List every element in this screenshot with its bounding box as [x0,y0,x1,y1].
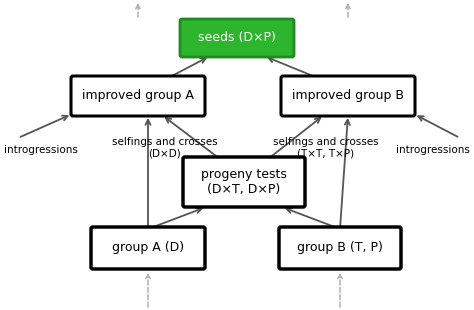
Text: introgressions: introgressions [396,145,470,155]
FancyBboxPatch shape [279,227,401,269]
Text: introgressions: introgressions [4,145,78,155]
Text: improved group A: improved group A [82,90,194,103]
FancyBboxPatch shape [183,157,305,207]
Text: seeds (D×P): seeds (D×P) [198,32,276,45]
Text: selfings and crosses
(T×T, T×P): selfings and crosses (T×T, T×P) [273,137,379,159]
Text: improved group B: improved group B [292,90,404,103]
FancyBboxPatch shape [281,76,415,116]
Text: group B (T, P): group B (T, P) [297,241,383,255]
Text: progeny tests
(D×T, D×P): progeny tests (D×T, D×P) [201,168,287,196]
Text: group A (D): group A (D) [112,241,184,255]
FancyBboxPatch shape [71,76,205,116]
FancyBboxPatch shape [180,19,294,57]
FancyBboxPatch shape [91,227,205,269]
Text: selfings and crosses
(D×D): selfings and crosses (D×D) [112,137,218,159]
